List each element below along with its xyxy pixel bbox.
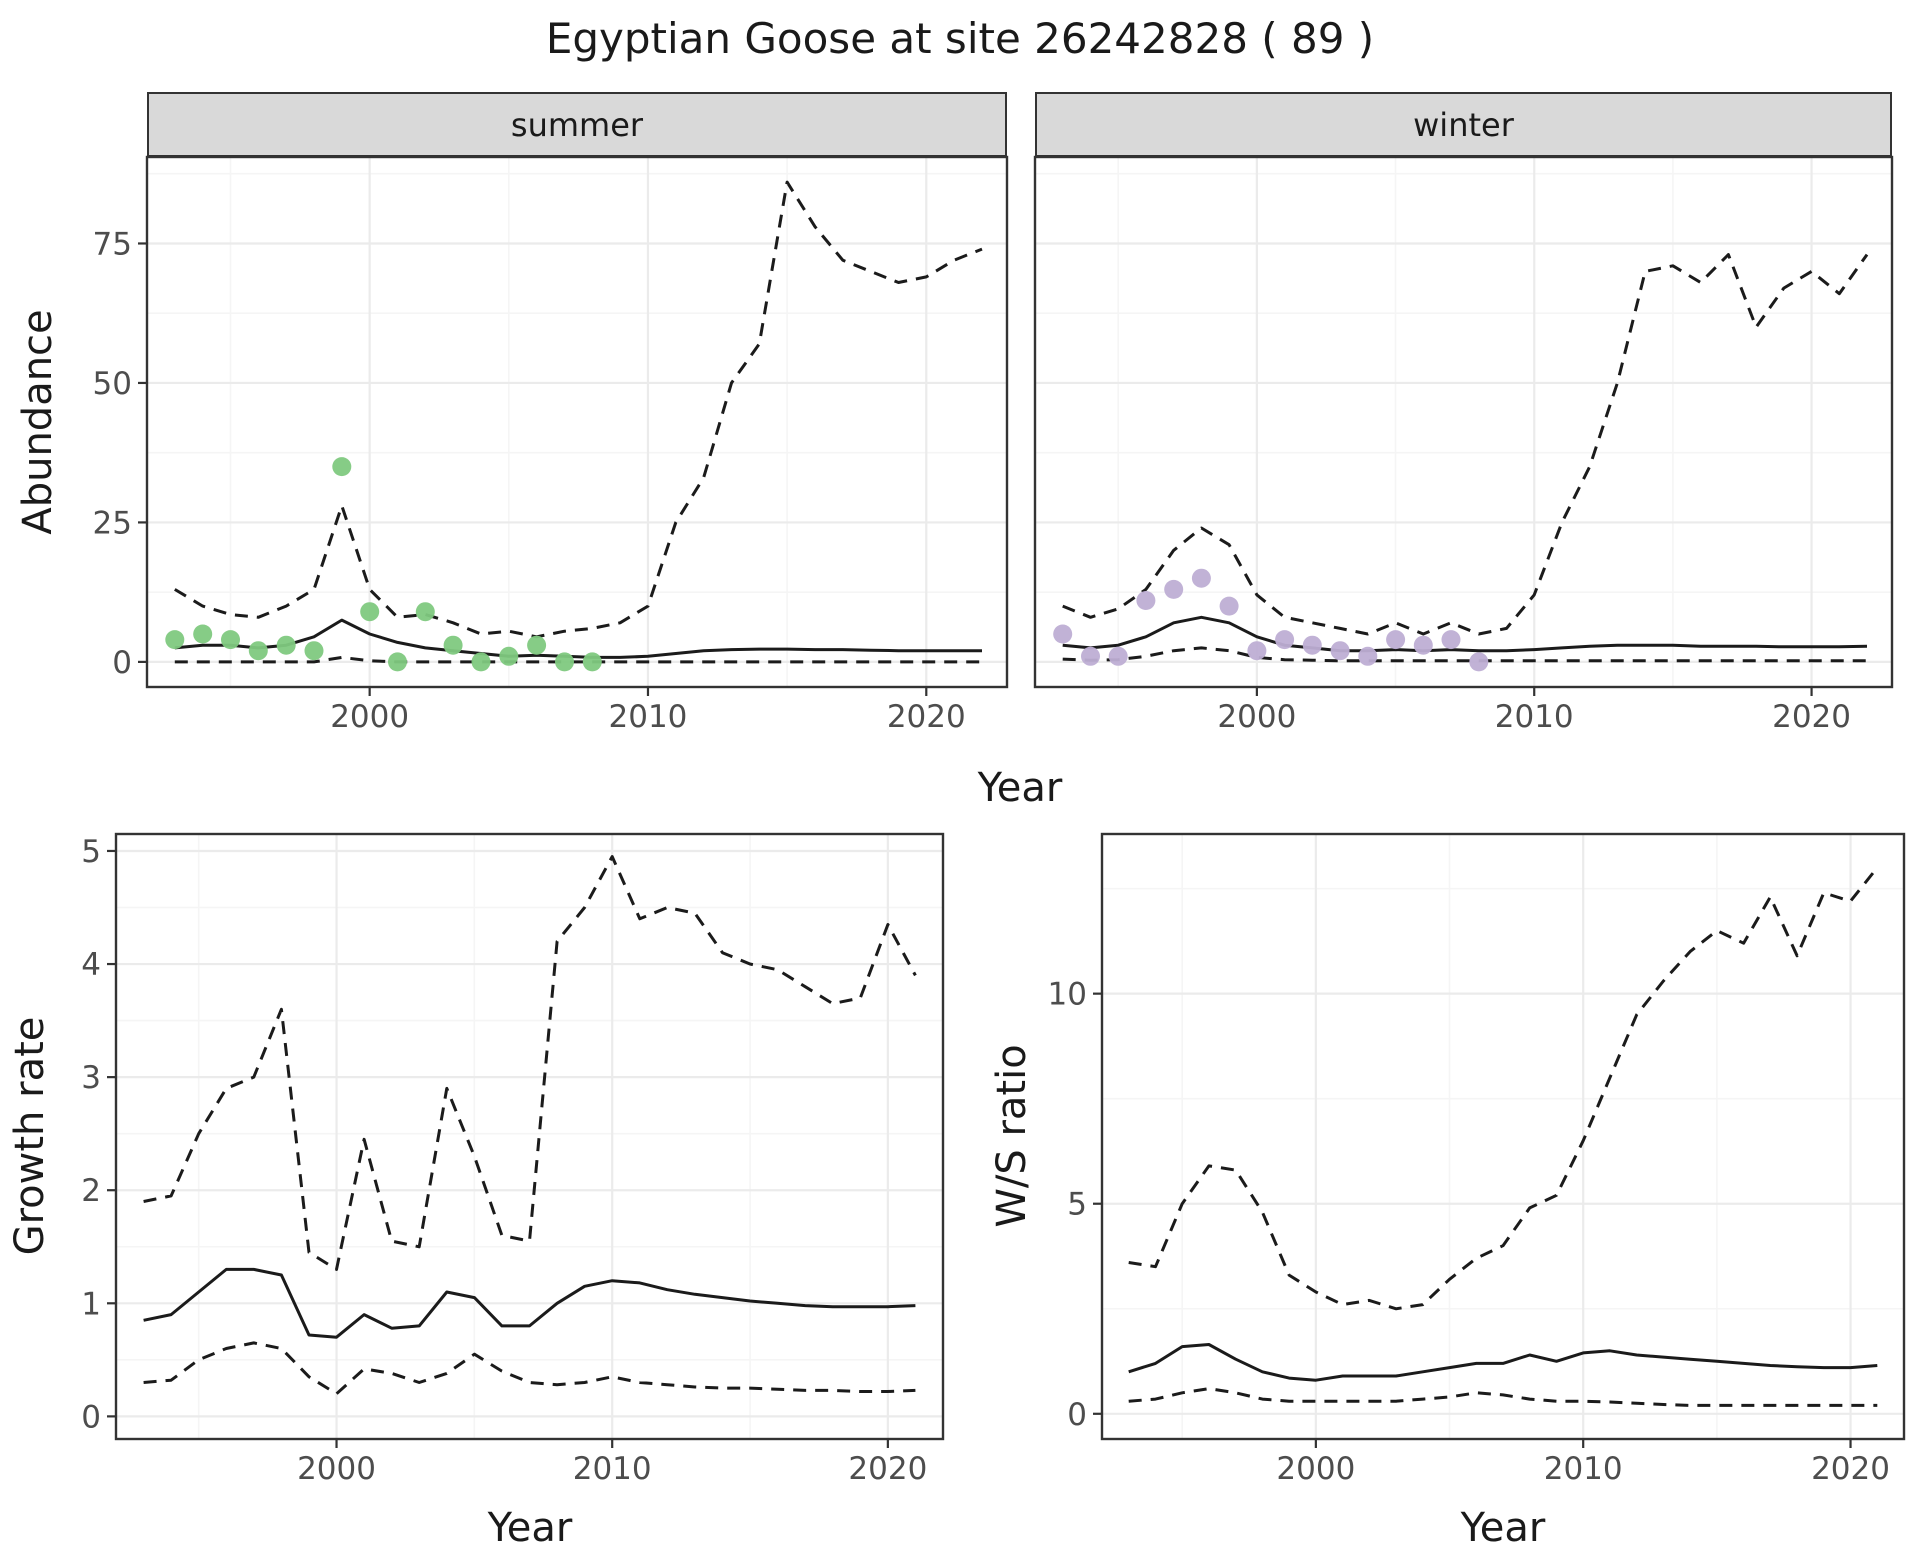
x-axis-tick-label: 2000 [297,1451,376,1487]
observed-count [1358,646,1378,666]
observed-count [304,641,324,661]
observed-count [388,652,407,672]
observed-count [332,457,352,477]
abundance-y-axis-label: Abundance [15,309,61,535]
panel-background [1102,834,1904,1439]
observed-count [1275,630,1295,650]
facet-strip-winter: winter [1035,92,1892,157]
x-axis-tick-label: 2020 [1772,699,1851,735]
observed-count [1136,591,1156,610]
abundance-x-axis-label: Year [977,765,1063,811]
x-axis-tick-label: 2020 [1811,1451,1890,1487]
y-axis-tick-label: 75 [93,226,132,262]
facet-strip-summer: summer [147,92,1007,157]
ws-ratio-y-axis-label: W/S ratio [989,1044,1035,1228]
growth-rate-chart: 2000 2010 2020 0 1 2 3 4 5 [81,832,945,1487]
observed-count [527,635,547,655]
y-axis-tick-label: 5 [81,834,101,870]
x-axis-tick-label: 2000 [1276,1451,1355,1487]
y-axis-tick-label: 50 [93,366,132,402]
observed-count [1081,646,1100,666]
observed-count [415,602,435,622]
series-upper-ci [1128,866,1879,1311]
panel-border [114,832,945,1441]
x-axis-tick-label: 2020 [848,1451,927,1487]
y-axis-tick-label: 0 [1067,1397,1087,1433]
series-upper-ci [174,180,983,639]
observed-count [582,652,602,672]
y-axis-tick-label: 25 [93,505,132,541]
panel-background [116,834,943,1439]
series-fitted-mean [143,1267,916,1339]
panel-border [145,155,1009,689]
panel-background [1035,157,1892,687]
observed-count [276,635,296,655]
series-lower-ci [1128,1387,1878,1407]
observed-count [499,646,519,666]
observed-count [1302,635,1322,655]
facet-strip-summer-label: summer [510,105,644,144]
ws-ratio-chart: 2000 2010 2020 0 5 10 [1048,832,1906,1487]
x-axis-tick-label: 2020 [887,699,966,735]
x-axis-tick-label: 2000 [330,699,409,735]
observed-count [1413,635,1433,655]
series-lower-ci [143,1341,916,1396]
observed-count [1053,624,1073,644]
y-axis-tick-label: 1 [81,1286,101,1322]
series-lower-ci [1062,646,1867,663]
x-axis-tick-label: 2010 [1495,699,1574,735]
y-axis-tick-label: 10 [1048,977,1087,1013]
observed-count [1219,596,1239,616]
observed-count [1441,630,1461,650]
series-upper-ci [143,855,917,1271]
observed-count [360,602,380,622]
observed-count [1330,641,1350,661]
x-axis-tick-label: 2000 [1217,699,1296,735]
y-axis-tick-label: 2 [81,1173,101,1209]
chart-title: Egyptian Goose at site 26242828 ( 89 ) [545,14,1375,63]
y-axis-tick-label: 0 [81,1399,101,1435]
x-axis-tick-label: 2010 [609,699,688,735]
abundance-summer-chart: 2000 2010 2020 0 25 50 75 [93,155,1009,735]
x-axis-tick-label: 2010 [573,1451,652,1487]
observed-count [221,630,240,650]
y-axis-tick-label: 0 [112,645,132,681]
facet-strip-winter-label: winter [1413,105,1514,144]
series-fitted-mean [174,618,982,659]
series-fitted-mean [1128,1343,1878,1382]
observed-count [248,641,268,661]
panel-border [1033,155,1894,689]
observed-count [165,630,185,650]
abundance-winter-chart: 2000 2010 2020 [1033,155,1894,735]
panel-background [147,157,1007,687]
observed-count [1108,646,1128,666]
growth-rate-x-axis-label: Year [487,1505,573,1551]
y-axis-tick-label: 4 [81,947,101,983]
observed-count [555,652,574,672]
series-lower-ci [174,655,982,664]
observed-count [1247,641,1267,661]
observed-count [193,624,213,644]
y-axis-tick-label: 3 [81,1060,101,1096]
panel-border [1100,832,1906,1441]
observed-count [1164,579,1184,599]
y-axis-tick-label: 5 [1067,1187,1087,1223]
series-fitted-mean [1062,615,1868,653]
observed-count [1386,630,1406,650]
observed-count [1191,568,1211,588]
observed-count [471,652,491,672]
ws-ratio-x-axis-label: Year [1460,1505,1546,1551]
x-axis-tick-label: 2010 [1544,1451,1623,1487]
observed-count [1469,652,1489,672]
observed-count [443,635,463,655]
growth-rate-y-axis-label: Growth rate [7,1016,53,1256]
series-upper-ci [1062,253,1869,636]
